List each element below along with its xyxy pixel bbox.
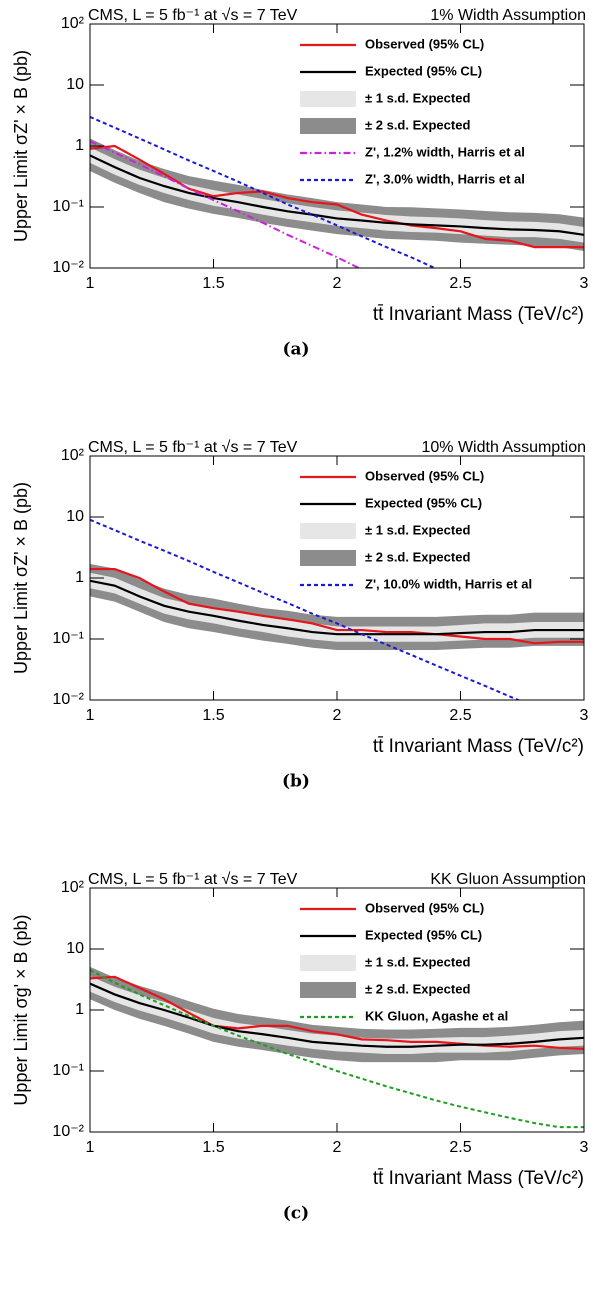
chart-title: CMS, L = 5 fb⁻¹ at √s = 7 TeV — [88, 7, 298, 24]
series-line — [90, 140, 362, 268]
legend-entry: Expected (95% CL) — [365, 927, 482, 942]
legend-entry: ± 2 s.d. Expected — [365, 981, 470, 996]
legend-entry: ± 1 s.d. Expected — [365, 90, 470, 105]
legend-entry: ± 2 s.d. Expected — [365, 549, 470, 564]
legend-entry: Observed (95% CL) — [365, 468, 484, 483]
chart-title: CMS, L = 5 fb⁻¹ at √s = 7 TeV — [88, 871, 298, 888]
x-tick-label: 1 — [86, 1139, 95, 1156]
x-tick-label: 1.5 — [202, 275, 224, 292]
legend-swatch — [300, 550, 356, 566]
y-tick-label: 10 — [66, 508, 84, 525]
series-line — [90, 154, 584, 236]
legend-swatch — [300, 982, 356, 998]
series-line — [90, 144, 584, 249]
series-line — [90, 579, 584, 636]
chart-panel: 1 1.5 2 2.5 3 10⁻² 10⁻¹ 1 10 10² CMS, L = 5 fb⁻¹ a… — [11, 439, 589, 791]
legend-swatch — [300, 91, 356, 107]
legend-entry: Expected (95% CL) — [365, 495, 482, 510]
legend-entry: Z', 3.0% width, Harris et al — [365, 171, 525, 186]
plot-area — [90, 966, 584, 1129]
x-axis-title: tt̄ Invariant Mass (TeV/c²) — [373, 304, 584, 325]
y-tick-label: 10⁻¹ — [52, 630, 84, 647]
plot-area — [90, 115, 584, 268]
y-tick-label: 10 — [66, 940, 84, 957]
x-tick-label: 2.5 — [449, 707, 471, 724]
y-tick-label: 10² — [61, 15, 85, 32]
series-line — [90, 518, 521, 700]
caption: (a) — [282, 340, 309, 360]
y-tick-label: 1 — [75, 569, 84, 586]
x-tick-label: 2.5 — [449, 275, 471, 292]
legend-entry: ± 1 s.d. Expected — [365, 954, 470, 969]
legend-entry: Z', 10.0% width, Harris et al — [365, 576, 532, 591]
chart-panel: 1 1.5 2 2.5 3 10⁻² 10⁻¹ 1 10 10² CMS, L = 5 fb⁻¹ a… — [11, 871, 589, 1223]
band — [90, 572, 584, 642]
caption: (c) — [283, 1204, 309, 1224]
x-tick-label: 2.5 — [449, 1139, 471, 1156]
x-tick-label: 2 — [333, 275, 342, 292]
series-line — [90, 115, 438, 268]
x-tick-label: 1 — [86, 707, 95, 724]
y-tick-label: 10⁻² — [52, 691, 84, 708]
y-tick-label: 10⁻² — [52, 259, 84, 276]
y-tick-label: 10² — [61, 447, 85, 464]
series-line — [90, 982, 584, 1048]
y-tick-label: 10⁻¹ — [52, 198, 84, 215]
y-tick-label: 10⁻² — [52, 1123, 84, 1140]
y-tick-label: 10⁻¹ — [52, 1062, 84, 1079]
x-tick-label: 2 — [333, 1139, 342, 1156]
caption: (b) — [282, 772, 310, 792]
x-tick-label: 3 — [580, 275, 589, 292]
chart-subtitle: KK Gluon Assumption — [430, 871, 586, 888]
y-tick-label: 10² — [61, 879, 85, 896]
chart-panel: 1 1.5 2 2.5 3 10⁻² 10⁻¹ 1 10 10² CMS, L = 5 fb⁻¹ a… — [11, 7, 589, 359]
legend-entry: Observed (95% CL) — [365, 36, 484, 51]
legend-entry: Expected (95% CL) — [365, 63, 482, 78]
x-tick-label: 1.5 — [202, 1139, 224, 1156]
legend-entry: Observed (95% CL) — [365, 900, 484, 915]
y-axis-title: Upper Limit σZ' × B (pb) — [11, 50, 31, 242]
y-tick-label: 1 — [75, 137, 84, 154]
band — [90, 147, 584, 243]
x-tick-label: 1.5 — [202, 707, 224, 724]
legend-entry: ± 1 s.d. Expected — [365, 522, 470, 537]
legend-swatch — [300, 955, 356, 971]
legend-entry: KK Gluon, Agashe et al — [365, 1008, 508, 1023]
x-tick-label: 2 — [333, 707, 342, 724]
chart-title: CMS, L = 5 fb⁻¹ at √s = 7 TeV — [88, 439, 298, 456]
x-tick-label: 3 — [580, 1139, 589, 1156]
series-line — [90, 567, 584, 645]
x-axis-title: tt̄ Invariant Mass (TeV/c²) — [373, 736, 584, 757]
y-axis-title: Upper Limit σZ' × B (pb) — [11, 482, 31, 674]
y-axis-title: Upper Limit σg' × B (pb) — [11, 914, 31, 1105]
x-tick-label: 1 — [86, 275, 95, 292]
x-axis-title: tt̄ Invariant Mass (TeV/c²) — [373, 1168, 584, 1189]
y-tick-label: 1 — [75, 1001, 84, 1018]
series-line — [90, 969, 584, 1129]
y-tick-label: 10 — [66, 76, 84, 93]
legend-entry: Z', 1.2% width, Harris et al — [365, 144, 525, 159]
plot-area — [90, 518, 584, 700]
x-tick-label: 3 — [580, 707, 589, 724]
legend-swatch — [300, 118, 356, 134]
chart-subtitle: 1% Width Assumption — [430, 7, 586, 24]
chart-subtitle: 10% Width Assumption — [421, 439, 586, 456]
legend-entry: ± 2 s.d. Expected — [365, 117, 470, 132]
series-line — [90, 975, 584, 1051]
legend-swatch — [300, 523, 356, 539]
